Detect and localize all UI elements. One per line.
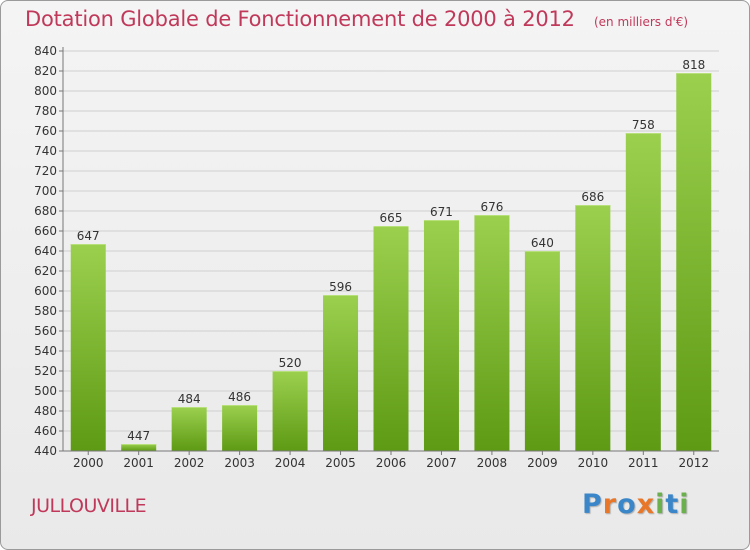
y-tick-label: 800 [34,84,57,98]
bar [575,205,611,451]
data-label: 484 [178,392,201,406]
x-tick-label: 2009 [527,456,558,470]
bar [474,215,510,451]
data-label: 640 [531,236,554,250]
x-tick-label: 2004 [275,456,306,470]
y-tick-label: 540 [34,344,57,358]
label-layer: 647 447 484 486 520 596 665 671 676 640 686 758 818 [77,58,705,443]
bar [625,133,661,451]
y-tick-label: 460 [34,424,57,438]
data-label: 686 [581,190,604,204]
brand-letter: t [665,489,680,520]
bar [423,220,459,451]
brand-letter: r [602,489,618,520]
brand-letter: P [582,489,603,520]
bar [121,444,157,451]
bar [323,295,359,451]
x-tick-label: 2010 [578,456,609,470]
y-tick-label: 560 [34,324,57,338]
y-tick-label: 820 [34,64,57,78]
title-row: Dotation Globale de Fonctionnement de 20… [25,7,688,31]
bar [676,73,712,451]
x-tick-label: 2007 [426,456,457,470]
y-tick-label: 840 [34,44,57,58]
y-tick-label: 740 [34,144,57,158]
data-label: 818 [682,58,705,72]
bar [272,371,308,451]
y-tick-label: 440 [34,444,57,458]
chart-unit: (en milliers d'€) [593,15,689,29]
data-label: 486 [228,390,251,404]
proxiti-logo[interactable]: Proxiti [582,489,690,520]
data-label: 676 [480,200,503,214]
y-tick-label: 480 [34,404,57,418]
x-tick-label: 2003 [224,456,255,470]
y-tick-label: 680 [34,204,57,218]
axis-layer: 440 460 480 500 520 540 560 580 600 620 640 660 680 7… [34,44,719,470]
x-tick-label: 2011 [628,456,659,470]
y-tick-label: 620 [34,264,57,278]
commune-name: JULLOUVILLE [31,495,147,517]
brand-letter: x [636,489,656,520]
data-label: 596 [329,280,352,294]
y-tick-label: 660 [34,224,57,238]
data-label: 520 [279,356,302,370]
data-label: 665 [380,211,403,225]
brand-letter: i [655,489,666,520]
data-label: 671 [430,205,453,219]
bar [524,251,560,451]
x-tick-label: 2000 [73,456,104,470]
x-tick-label: 2012 [678,456,709,470]
y-tick-label: 640 [34,244,57,258]
x-tick-label: 2002 [174,456,205,470]
data-label: 758 [632,118,655,132]
bar [171,407,207,451]
x-tick-label: 2001 [123,456,154,470]
x-tick-label: 2008 [477,456,508,470]
y-tick-label: 600 [34,284,57,298]
data-label: 647 [77,229,100,243]
brand-letter: o [617,489,637,520]
y-tick-label: 760 [34,124,57,138]
brand-letter: i [679,489,690,520]
chart-title: Dotation Globale de Fonctionnement de 20… [25,7,575,31]
y-tick-label: 580 [34,304,57,318]
bar [70,244,106,451]
x-tick-label: 2005 [325,456,356,470]
x-tick-label: 2006 [376,456,407,470]
y-tick-label: 700 [34,184,57,198]
y-tick-label: 780 [34,104,57,118]
bar [373,226,409,451]
y-tick-label: 500 [34,384,57,398]
y-tick-label: 520 [34,364,57,378]
bar-layer [70,73,712,451]
y-tick-label: 720 [34,164,57,178]
bar [222,405,258,451]
data-label: 447 [127,429,150,443]
